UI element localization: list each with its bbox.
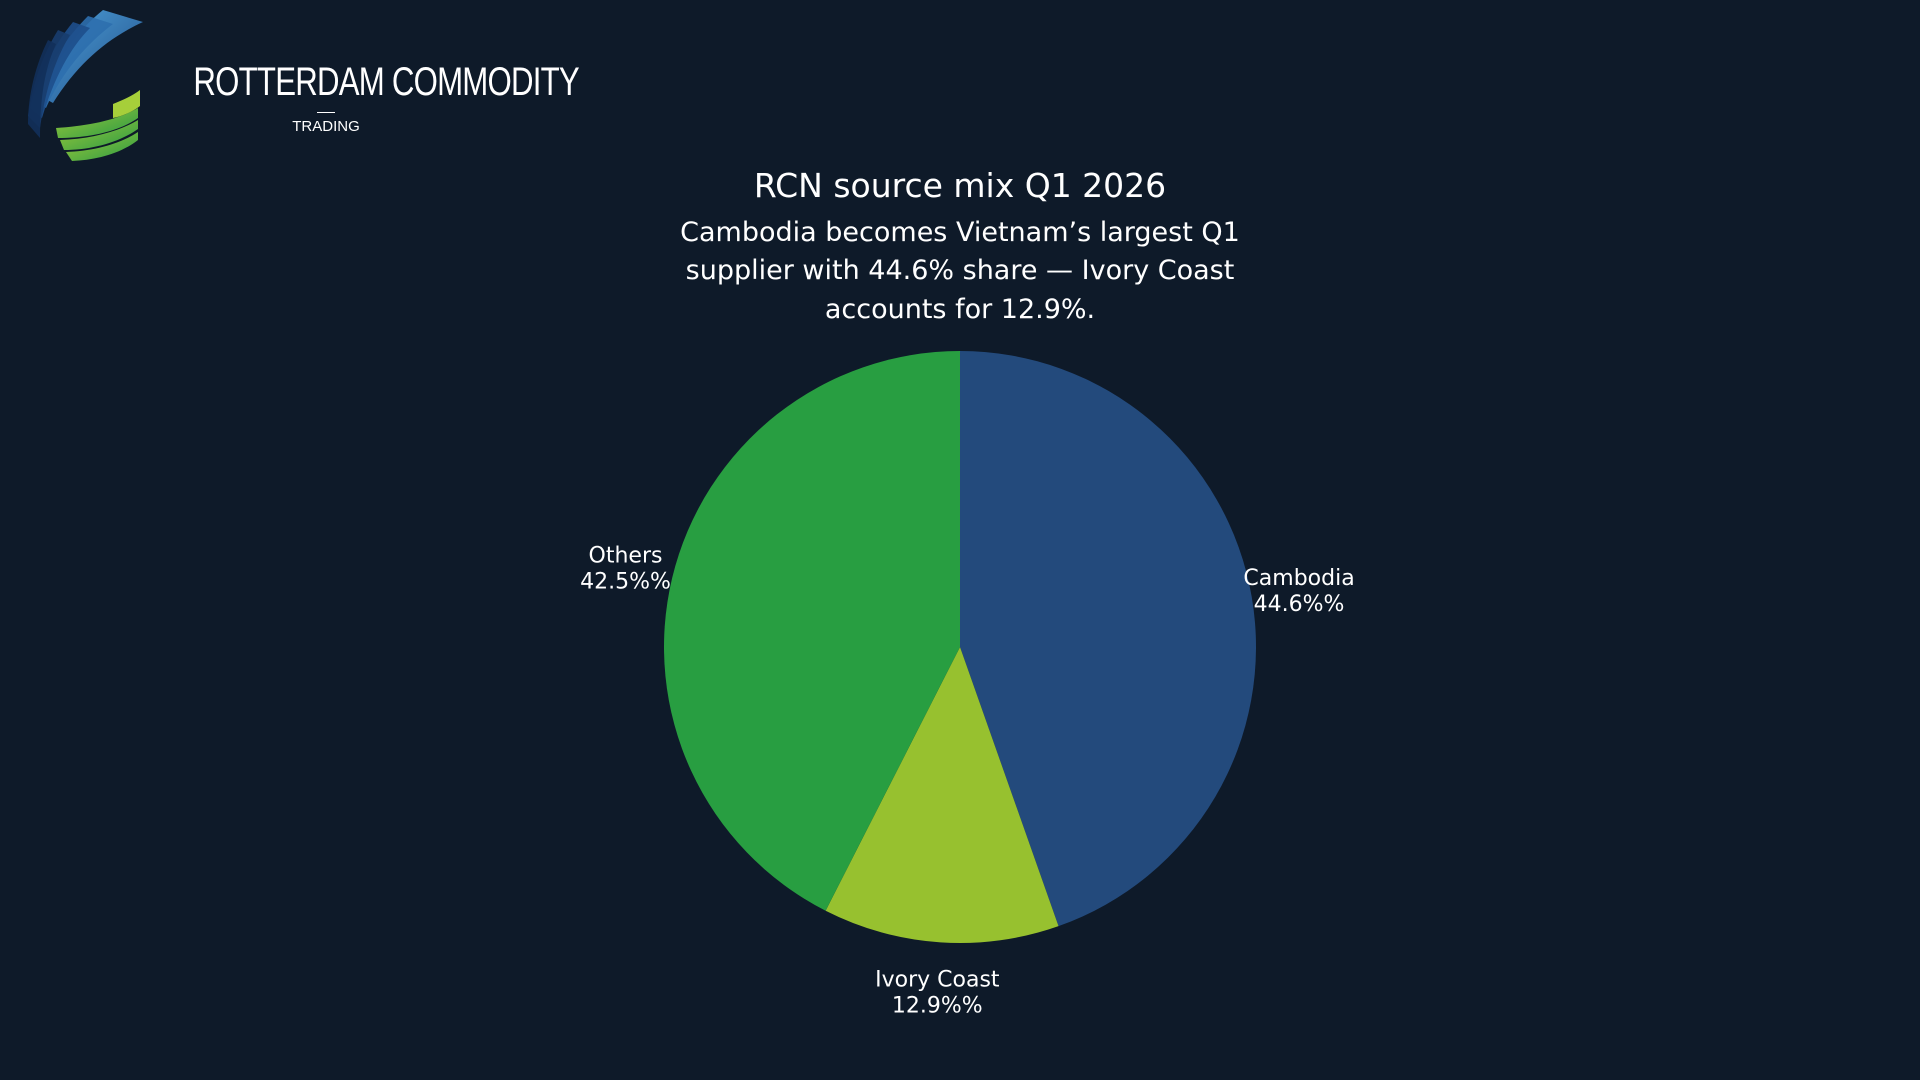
brand-divider bbox=[317, 112, 335, 113]
pie-slice-cambodia bbox=[960, 351, 1256, 927]
slice-name-others: Others bbox=[589, 544, 663, 569]
slice-value-ivory-coast: 12.9%% bbox=[892, 993, 983, 1018]
slice-label-others: Others 42.5%% bbox=[580, 544, 671, 595]
slice-name-ivory-coast: Ivory Coast bbox=[875, 967, 1000, 992]
slice-name-cambodia: Cambodia bbox=[1243, 566, 1354, 591]
brand-subtitle: TRADING bbox=[292, 118, 360, 135]
slice-label-cambodia: Cambodia 44.6%% bbox=[1243, 566, 1354, 617]
logo-mark-icon bbox=[28, 10, 143, 161]
slice-value-cambodia: 44.6%% bbox=[1254, 592, 1345, 617]
chart-title: RCN source mix Q1 2026 bbox=[753, 166, 1167, 205]
slice-label-ivory-coast: Ivory Coast 12.9%% bbox=[875, 967, 1000, 1018]
pie-slice-others bbox=[664, 351, 960, 911]
slice-value-others: 42.5%% bbox=[580, 570, 671, 595]
chart-header: RCN source mix Q1 2026 Cambodia becomes … bbox=[560, 166, 1360, 329]
chart-subtitle: Cambodia becomes Vietnam’s largest Q1 su… bbox=[680, 216, 1240, 325]
pie-slice-ivory-coast bbox=[825, 647, 1059, 943]
